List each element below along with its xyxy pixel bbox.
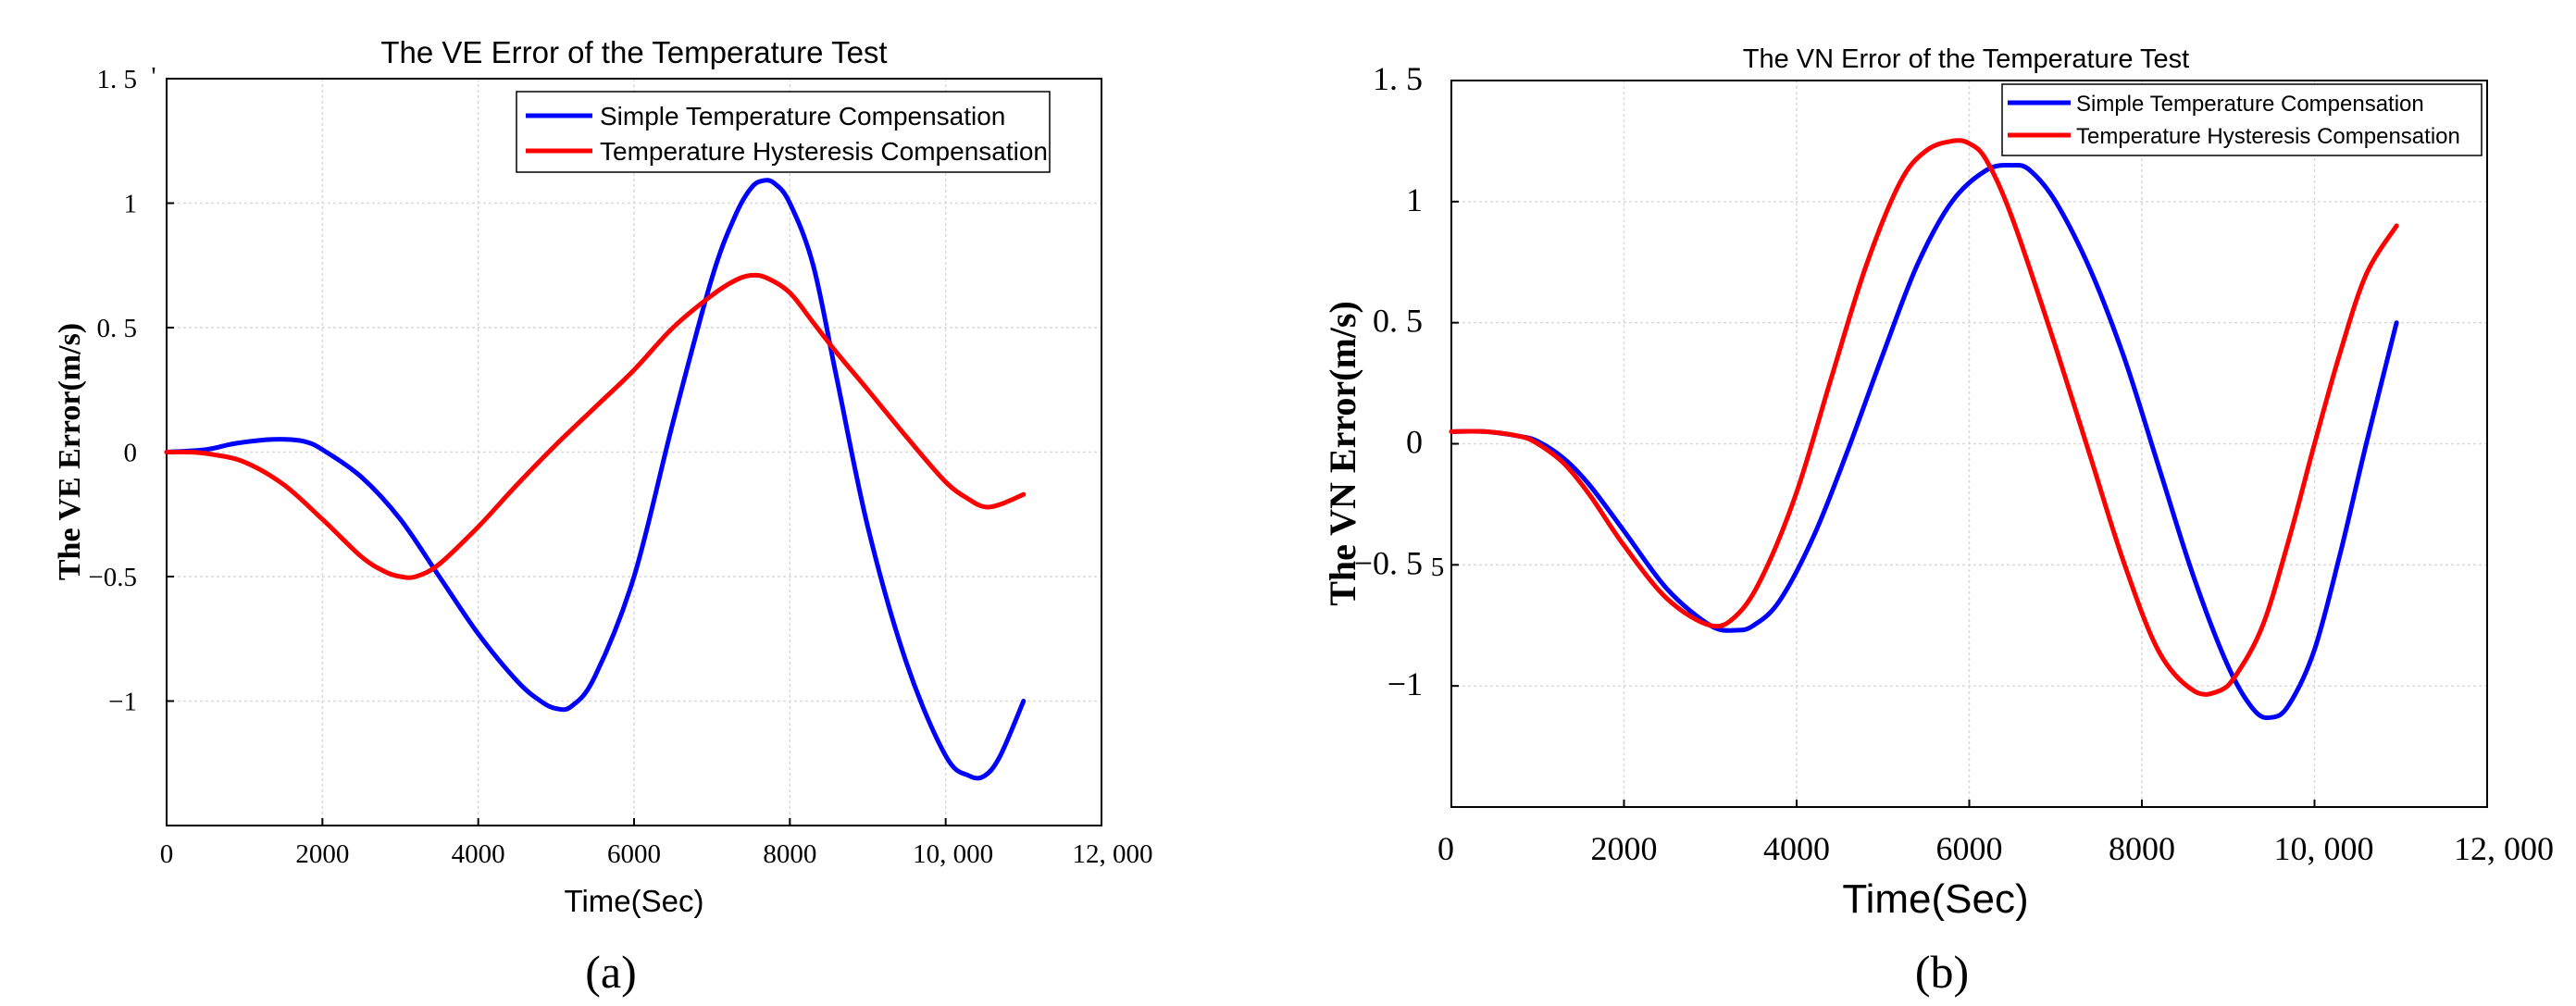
chart-b-xtick-label: 10, 000 bbox=[2274, 830, 2374, 867]
chart-a-xlabel: Time(Sec) bbox=[565, 884, 704, 918]
chart-a-grid bbox=[167, 79, 1101, 826]
chart-a-series-line-simple bbox=[164, 178, 1027, 781]
chart-a-legend-label-simple: Simple Temperature Compensation bbox=[600, 102, 1005, 130]
chart-a-xtick-label: 2000 bbox=[295, 839, 349, 869]
chart-b-ytick-label: 1 bbox=[1406, 181, 1423, 218]
chart-b-series-lines bbox=[1449, 138, 2399, 721]
chart-vn-error: The VN Error of the Temperature Test 0 20… bbox=[1322, 44, 2554, 998]
chart-a-xtick-label: 4000 bbox=[452, 839, 505, 869]
chart-a-series-lines bbox=[164, 178, 1027, 781]
chart-a-xtick-label: 10, 000 bbox=[913, 839, 993, 869]
chart-b-legend-label-simple: Simple Temperature Compensation bbox=[2076, 92, 2424, 117]
chart-b-ytick-label: −1 bbox=[1388, 665, 1423, 702]
chart-a-title: The VE Error of the Temperature Test bbox=[380, 35, 887, 69]
chart-b-xtick-label: 2000 bbox=[1591, 830, 1658, 867]
chart-b-xtick-label: 8000 bbox=[2109, 830, 2175, 867]
chart-a-yticks: −1 −0.5 0 0. 5 1 1. 5 bbox=[88, 65, 174, 717]
chart-a-ytick-label: 0. 5 bbox=[97, 314, 138, 343]
chart-a-ytick-label: 1. 5 bbox=[97, 65, 138, 94]
chart-b-ytick-label: −0. 5 bbox=[1354, 544, 1423, 581]
chart-b-ytick-label: 1. 5 bbox=[1373, 60, 1423, 97]
chart-a-ytick-label: 1 bbox=[124, 190, 138, 219]
chart-a-series-line-hysteresis bbox=[164, 272, 1027, 580]
chart-a-legend-label-hysteresis: Temperature Hysteresis Compensation bbox=[600, 137, 1048, 166]
chart-b-stray-tick-mark: 5 bbox=[1431, 553, 1445, 582]
chart-b-ytick-label: 0 bbox=[1406, 424, 1423, 461]
chart-b-title: The VN Error of the Temperature Test bbox=[1743, 44, 2189, 74]
chart-a-xtick-label: 0 bbox=[160, 839, 174, 869]
chart-b-series-line-hysteresis bbox=[1449, 138, 2399, 697]
chart-b-series-line-simple bbox=[1449, 162, 2399, 721]
chart-a-xtick-label: 8000 bbox=[763, 839, 816, 869]
chart-a-stray-tick-mark: ' bbox=[151, 62, 156, 92]
chart-a-ytick-label: −1 bbox=[108, 688, 137, 717]
chart-b-xtick-label: 12, 000 bbox=[2454, 830, 2554, 867]
chart-a-legend: Simple Temperature Compensation Temperat… bbox=[516, 91, 1051, 173]
chart-b-ylabel: The VN Error(m/s) bbox=[1322, 301, 1363, 606]
chart-b-legend: Simple Temperature Compensation Temperat… bbox=[2001, 83, 2483, 156]
chart-b-xtick-label: 0 bbox=[1437, 830, 1454, 867]
chart-ve-error: The VE Error of the Temperature Test 0 20… bbox=[53, 35, 1153, 998]
chart-b-panel-label: (b) bbox=[1915, 946, 1969, 998]
chart-b-xticks: 0 2000 4000 6000 8000 10, 000 12, 000 bbox=[1437, 800, 2554, 867]
chart-a-ylabel: The VE Error(m/s) bbox=[53, 323, 87, 580]
chart-a-ytick-label: −0.5 bbox=[88, 563, 137, 592]
chart-b-ytick-label: 0. 5 bbox=[1373, 303, 1423, 340]
chart-b-grid bbox=[1451, 81, 2487, 807]
chart-b-xtick-label: 4000 bbox=[1763, 830, 1830, 867]
chart-b-yticks: −1 −0. 5 0 0. 5 1 1. 5 bbox=[1354, 60, 1459, 702]
chart-a-xtick-label: 12, 000 bbox=[1073, 839, 1153, 869]
chart-a-ytick-label: 0 bbox=[124, 439, 138, 468]
chart-b-xtick-label: 6000 bbox=[1936, 830, 2003, 867]
chart-b-xlabel: Time(Sec) bbox=[1842, 876, 2028, 922]
chart-b-legend-label-hysteresis: Temperature Hysteresis Compensation bbox=[2076, 124, 2460, 149]
chart-a-panel-label: (a) bbox=[585, 946, 637, 998]
chart-a-xtick-label: 6000 bbox=[607, 839, 661, 869]
chart-a-xticks: 0 2000 4000 6000 8000 10, 000 12, 000 bbox=[160, 818, 1153, 869]
